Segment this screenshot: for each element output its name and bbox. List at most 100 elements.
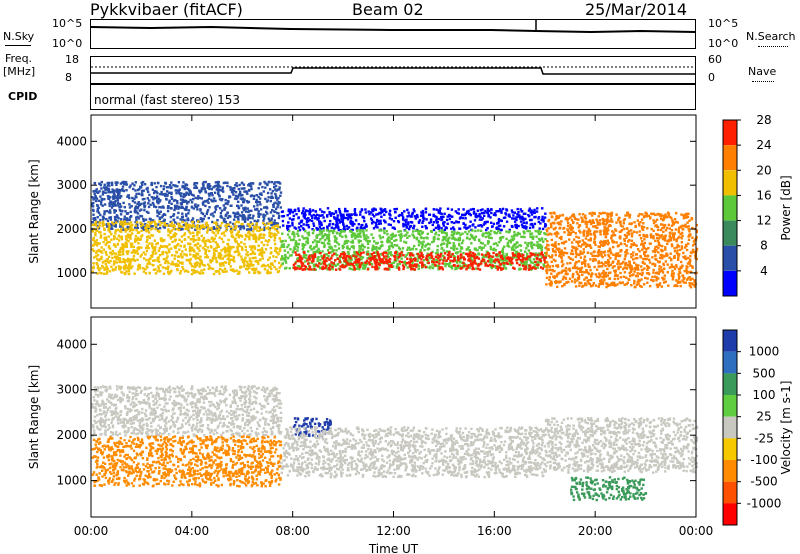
echo-pixel (539, 266, 543, 269)
echo-pixel (101, 224, 104, 228)
echo-pixel (464, 223, 467, 227)
echo-pixel (117, 234, 121, 237)
echo-pixel (119, 205, 123, 208)
echo-pixel (461, 232, 464, 235)
echo-pixel (310, 219, 314, 222)
echo-pixel (321, 250, 324, 253)
echo-pixel (123, 272, 127, 276)
echo-pixel (203, 264, 206, 267)
echo-pixel (367, 210, 370, 213)
echo-pixel (421, 231, 425, 234)
echo-pixel (139, 224, 143, 228)
echo-pixel (114, 204, 117, 207)
echo-pixel (227, 255, 230, 258)
echo-pixel (130, 225, 133, 229)
echo-pixel (204, 242, 207, 246)
echo-pixel (440, 218, 444, 221)
echo-pixel (336, 263, 340, 266)
echo-pixel (518, 263, 521, 267)
echo-pixel (511, 237, 515, 241)
echo-pixel (474, 262, 478, 265)
echo-pixel (316, 257, 319, 260)
echo-pixel (121, 220, 124, 224)
echo-pixel (387, 256, 390, 259)
echo-pixel (394, 260, 398, 263)
freq-bottom-tick: 8 (65, 71, 72, 84)
echo-pixel (510, 238, 513, 242)
echo-pixel (518, 253, 522, 257)
echo-pixel (389, 244, 393, 248)
echo-pixel (108, 240, 111, 244)
echo-pixel (333, 235, 336, 238)
echo-pixel (638, 250, 641, 253)
echo-pixel (400, 260, 404, 264)
echo-pixel (442, 237, 445, 240)
echo-pixel (361, 243, 364, 246)
echo-pixel (441, 262, 444, 265)
echo-pixel (495, 210, 498, 213)
echo-pixel (555, 232, 558, 235)
echo-pixel (203, 248, 206, 251)
echo-pixel (184, 227, 187, 230)
echo-pixel (278, 266, 281, 269)
echo-pixel (408, 254, 412, 257)
echo-pixel (549, 256, 552, 259)
echo-pixel (515, 224, 518, 227)
echo-pixel (181, 206, 184, 209)
echo-pixel (206, 185, 210, 188)
echo-pixel (352, 247, 355, 250)
echo-pixel (379, 212, 382, 215)
echo-pixel (324, 253, 327, 256)
echo-pixel (470, 260, 473, 263)
echo-pixel (261, 221, 265, 225)
echo-pixel (203, 215, 206, 218)
echo-pixel (398, 268, 401, 271)
echo-pixel (174, 221, 177, 224)
echo-pixel (371, 208, 374, 211)
echo-pixel (442, 215, 445, 218)
echo-pixel (552, 258, 556, 261)
echo-pixel (372, 236, 375, 240)
echo-pixel (421, 216, 425, 219)
echo-pixel (379, 237, 382, 240)
echo-pixel (528, 264, 531, 268)
echo-pixel (332, 229, 336, 233)
echo-pixel (204, 252, 207, 255)
echo-pixel (152, 198, 155, 201)
echo-pixel (375, 246, 378, 249)
echo-pixel (469, 220, 472, 223)
echo-pixel (294, 244, 297, 247)
echo-pixel (168, 250, 171, 254)
echo-pixel (181, 262, 184, 265)
echo-pixel (119, 225, 122, 228)
echo-pixel (177, 263, 180, 267)
echo-pixel (520, 210, 524, 213)
echo-pixel (100, 255, 103, 259)
echo-pixel (412, 267, 415, 271)
echo-pixel (235, 184, 239, 188)
echo-pixel (374, 263, 378, 267)
echo-pixel (575, 253, 579, 256)
echo-pixel (360, 252, 363, 255)
echo-pixel (473, 255, 476, 258)
echo-pixel (440, 215, 443, 219)
echo-pixel (167, 265, 170, 268)
echo-pixel (237, 218, 240, 221)
echo-pixel (199, 244, 202, 248)
echo-pixel (135, 221, 139, 224)
echo-pixel (360, 261, 363, 265)
echo-pixel (596, 220, 599, 223)
echo-pixel (489, 245, 492, 249)
echo-pixel (277, 181, 281, 184)
echo-pixel (166, 193, 169, 197)
echo-pixel (213, 237, 216, 240)
echo-pixel (660, 285, 663, 288)
echo-pixel (480, 259, 483, 263)
echo-pixel (435, 258, 438, 261)
echo-pixel (112, 197, 115, 200)
echo-pixel (365, 229, 368, 232)
echo-pixel (338, 268, 342, 271)
echo-pixel (338, 207, 341, 211)
echo-pixel (293, 209, 297, 213)
echo-pixel (131, 196, 134, 200)
